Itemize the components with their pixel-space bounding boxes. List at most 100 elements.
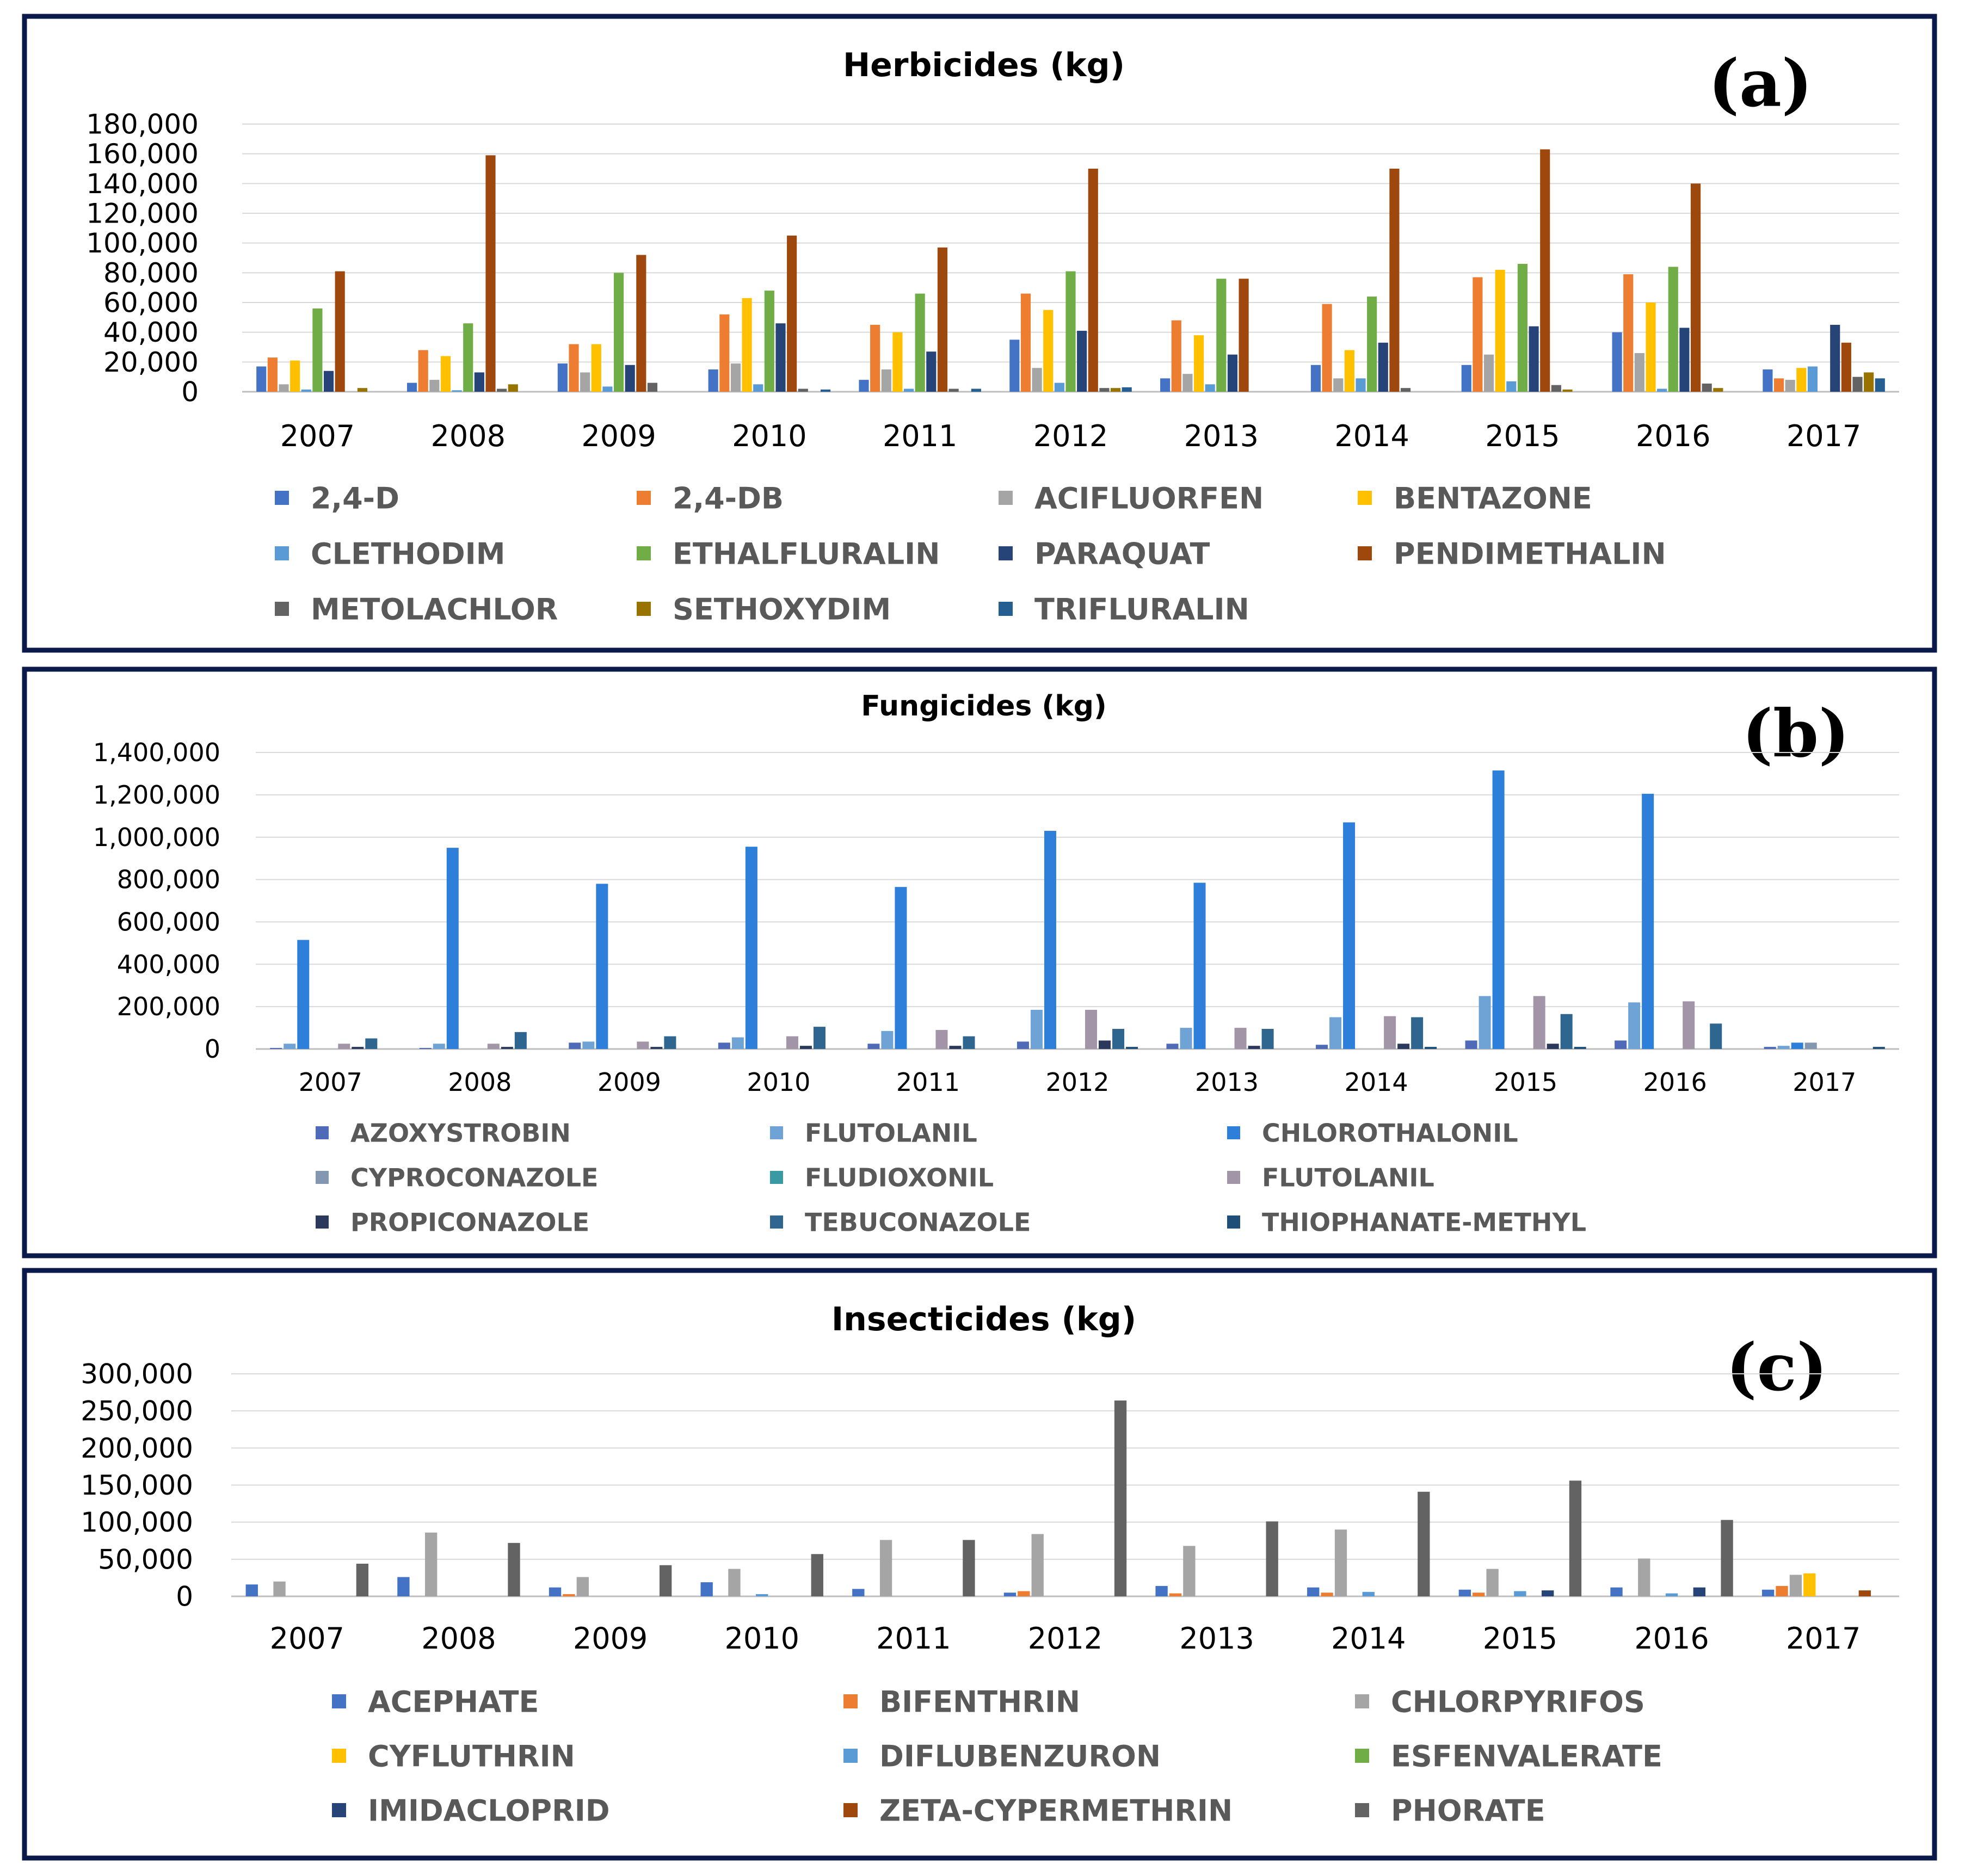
legend-swatch — [1355, 1694, 1369, 1708]
bar-flutolanil-2008 — [487, 1044, 500, 1049]
bar-tebuconazole-2007 — [365, 1038, 378, 1049]
bar-bifenthrin-2013 — [1169, 1593, 1182, 1596]
insecticides-y-axis: 0 50,000 100,000 150,000 200,000 250,000 300,0… — [81, 1359, 193, 1613]
y-tick-label: 140,000 — [86, 168, 199, 200]
y-tick-label: 0 — [205, 1034, 220, 1064]
fungicides-title: Fungicides (kg) — [861, 690, 1107, 723]
legend-label: BENTAZONE — [1394, 481, 1592, 515]
x-tick-label: 2009 — [597, 1067, 661, 1097]
x-tick-label: 2013 — [1179, 1621, 1254, 1656]
legend-swatch — [1358, 491, 1372, 505]
y-tick-label: 0 — [176, 1581, 193, 1613]
legend-swatch — [332, 1749, 346, 1763]
legend-swatch — [770, 1126, 783, 1139]
bar-clethodim-2010 — [753, 384, 763, 392]
bar-chlorothalonil-2017 — [1791, 1042, 1803, 1049]
insecticides-panel: Insecticides (kg) (c) 0 50,000 100,000 150,… — [22, 1268, 1937, 1861]
bar-phorate-2015 — [1569, 1480, 1582, 1596]
bar-imidacloprid-2015 — [1542, 1590, 1554, 1596]
legend-swatch — [999, 602, 1013, 616]
bar-flutolanil-2013 — [1180, 1028, 1192, 1049]
bar-chlorothalonil-2010 — [745, 847, 757, 1049]
bar-azoxystrobin-2007 — [270, 1048, 282, 1049]
y-tick-label: 400,000 — [117, 949, 220, 979]
legend-label: PARAQUAT — [1034, 536, 1210, 571]
y-tick-label: 200,000 — [81, 1433, 193, 1464]
x-tick-label: 2011 — [876, 1621, 951, 1656]
bar-bentazone-2010 — [742, 298, 752, 392]
bar-sethoxydim-2007 — [357, 388, 368, 392]
bar-ethalfluralin-2011 — [915, 293, 925, 392]
bar-flutolanil-2016 — [1628, 1002, 1641, 1049]
legend-swatch — [637, 546, 651, 560]
bar-thiophanate-methyl-2014 — [1425, 1047, 1437, 1049]
y-tick-label: 100,000 — [86, 227, 199, 259]
legend-swatch — [275, 491, 289, 505]
insecticides-legend: ACEPHATE BIFENTHRIN CHLORPYRIFOS CYFLUTHRIN… — [332, 1684, 1662, 1828]
bar-acifluorfen-2015 — [1483, 354, 1494, 392]
bar-2-4-db-2014 — [1322, 304, 1332, 392]
bar-pendimethalin-2011 — [937, 247, 948, 392]
x-tick-label: 2016 — [1643, 1067, 1707, 1097]
bar-acifluorfen-2007 — [279, 384, 289, 392]
herbicides-title: Herbicides (kg) — [843, 46, 1125, 84]
bar-paraquat-2009 — [625, 365, 635, 392]
x-tick-label: 2012 — [1045, 1067, 1109, 1097]
bar-acifluorfen-2016 — [1634, 353, 1644, 392]
bar-flutolanil-2014 — [1384, 1016, 1396, 1049]
bar-2-4-d-2015 — [1461, 365, 1471, 392]
legend-label: CLETHODIM — [311, 536, 506, 571]
legend-label: TEBUCONAZOLE — [805, 1208, 1031, 1237]
legend-swatch — [843, 1803, 858, 1817]
y-tick-label: 50,000 — [98, 1544, 193, 1575]
bar-sethoxydim-2008 — [508, 384, 518, 392]
bar-chlorpyrifos-2015 — [1486, 1569, 1499, 1596]
bar-phorate-2014 — [1418, 1491, 1430, 1596]
legend-swatch — [275, 546, 289, 560]
insecticides-bars — [245, 1400, 1871, 1596]
bar-bifenthrin-2014 — [1321, 1593, 1333, 1596]
legend-label: ETHALFLURALIN — [673, 536, 940, 571]
bar-azoxystrobin-2011 — [867, 1044, 880, 1049]
bar-flutolanil-2010 — [731, 1037, 744, 1049]
bar-flutolanil-2007 — [338, 1044, 350, 1049]
bar-flutolanil-2017 — [1777, 1046, 1790, 1049]
bar-flutolanil-2009 — [582, 1041, 595, 1049]
legend-label: METOLACHLOR — [311, 592, 558, 626]
bar-ethalfluralin-2015 — [1517, 263, 1528, 392]
bar-2-4-db-2012 — [1020, 293, 1031, 392]
bar-paraquat-2016 — [1679, 328, 1690, 392]
bar-flutolanil-2015 — [1533, 996, 1545, 1049]
legend-swatch — [770, 1215, 783, 1229]
legend-swatch — [637, 602, 651, 616]
bar-acephate-2012 — [1003, 1593, 1017, 1596]
bar-propiconazole-2010 — [799, 1046, 812, 1049]
x-tick-label: 2010 — [725, 1621, 799, 1656]
bar-flutolanil-2010 — [786, 1036, 798, 1049]
bar-pendimethalin-2012 — [1088, 169, 1098, 392]
legend-label: PENDIMETHALIN — [1394, 536, 1666, 571]
bar-ethalfluralin-2016 — [1668, 267, 1678, 392]
legend-swatch — [275, 602, 289, 616]
herbicides-y-axis: 020,00040,00060,00080,000100,000120,0001… — [86, 109, 199, 408]
legend-label: THIOPHANATE-METHYL — [1262, 1208, 1586, 1237]
bar-ethalfluralin-2008 — [463, 323, 473, 392]
bar-clethodim-2011 — [903, 388, 914, 392]
bar-chlorpyrifos-2013 — [1183, 1546, 1196, 1596]
bar-phorate-2011 — [963, 1540, 975, 1596]
y-tick-label: 20,000 — [103, 347, 199, 378]
y-tick-label: 120,000 — [86, 198, 199, 230]
bar-metolachlor-2009 — [647, 382, 658, 392]
y-tick-label: 200,000 — [117, 992, 220, 1021]
x-tick-label: 2007 — [280, 419, 355, 453]
bar-pendimethalin-2010 — [787, 236, 797, 392]
bar-bifenthrin-2017 — [1776, 1585, 1788, 1596]
bar-thiophanate-methyl-2015 — [1574, 1047, 1586, 1049]
bar-pendimethalin-2016 — [1690, 183, 1701, 392]
bar-bentazone-2013 — [1193, 335, 1204, 392]
bar-acifluorfen-2013 — [1182, 374, 1193, 392]
bar-diflubenzuron-2016 — [1665, 1593, 1678, 1596]
bar-clethodim-2008 — [452, 390, 462, 392]
bar-chlorothalonil-2016 — [1642, 793, 1654, 1049]
